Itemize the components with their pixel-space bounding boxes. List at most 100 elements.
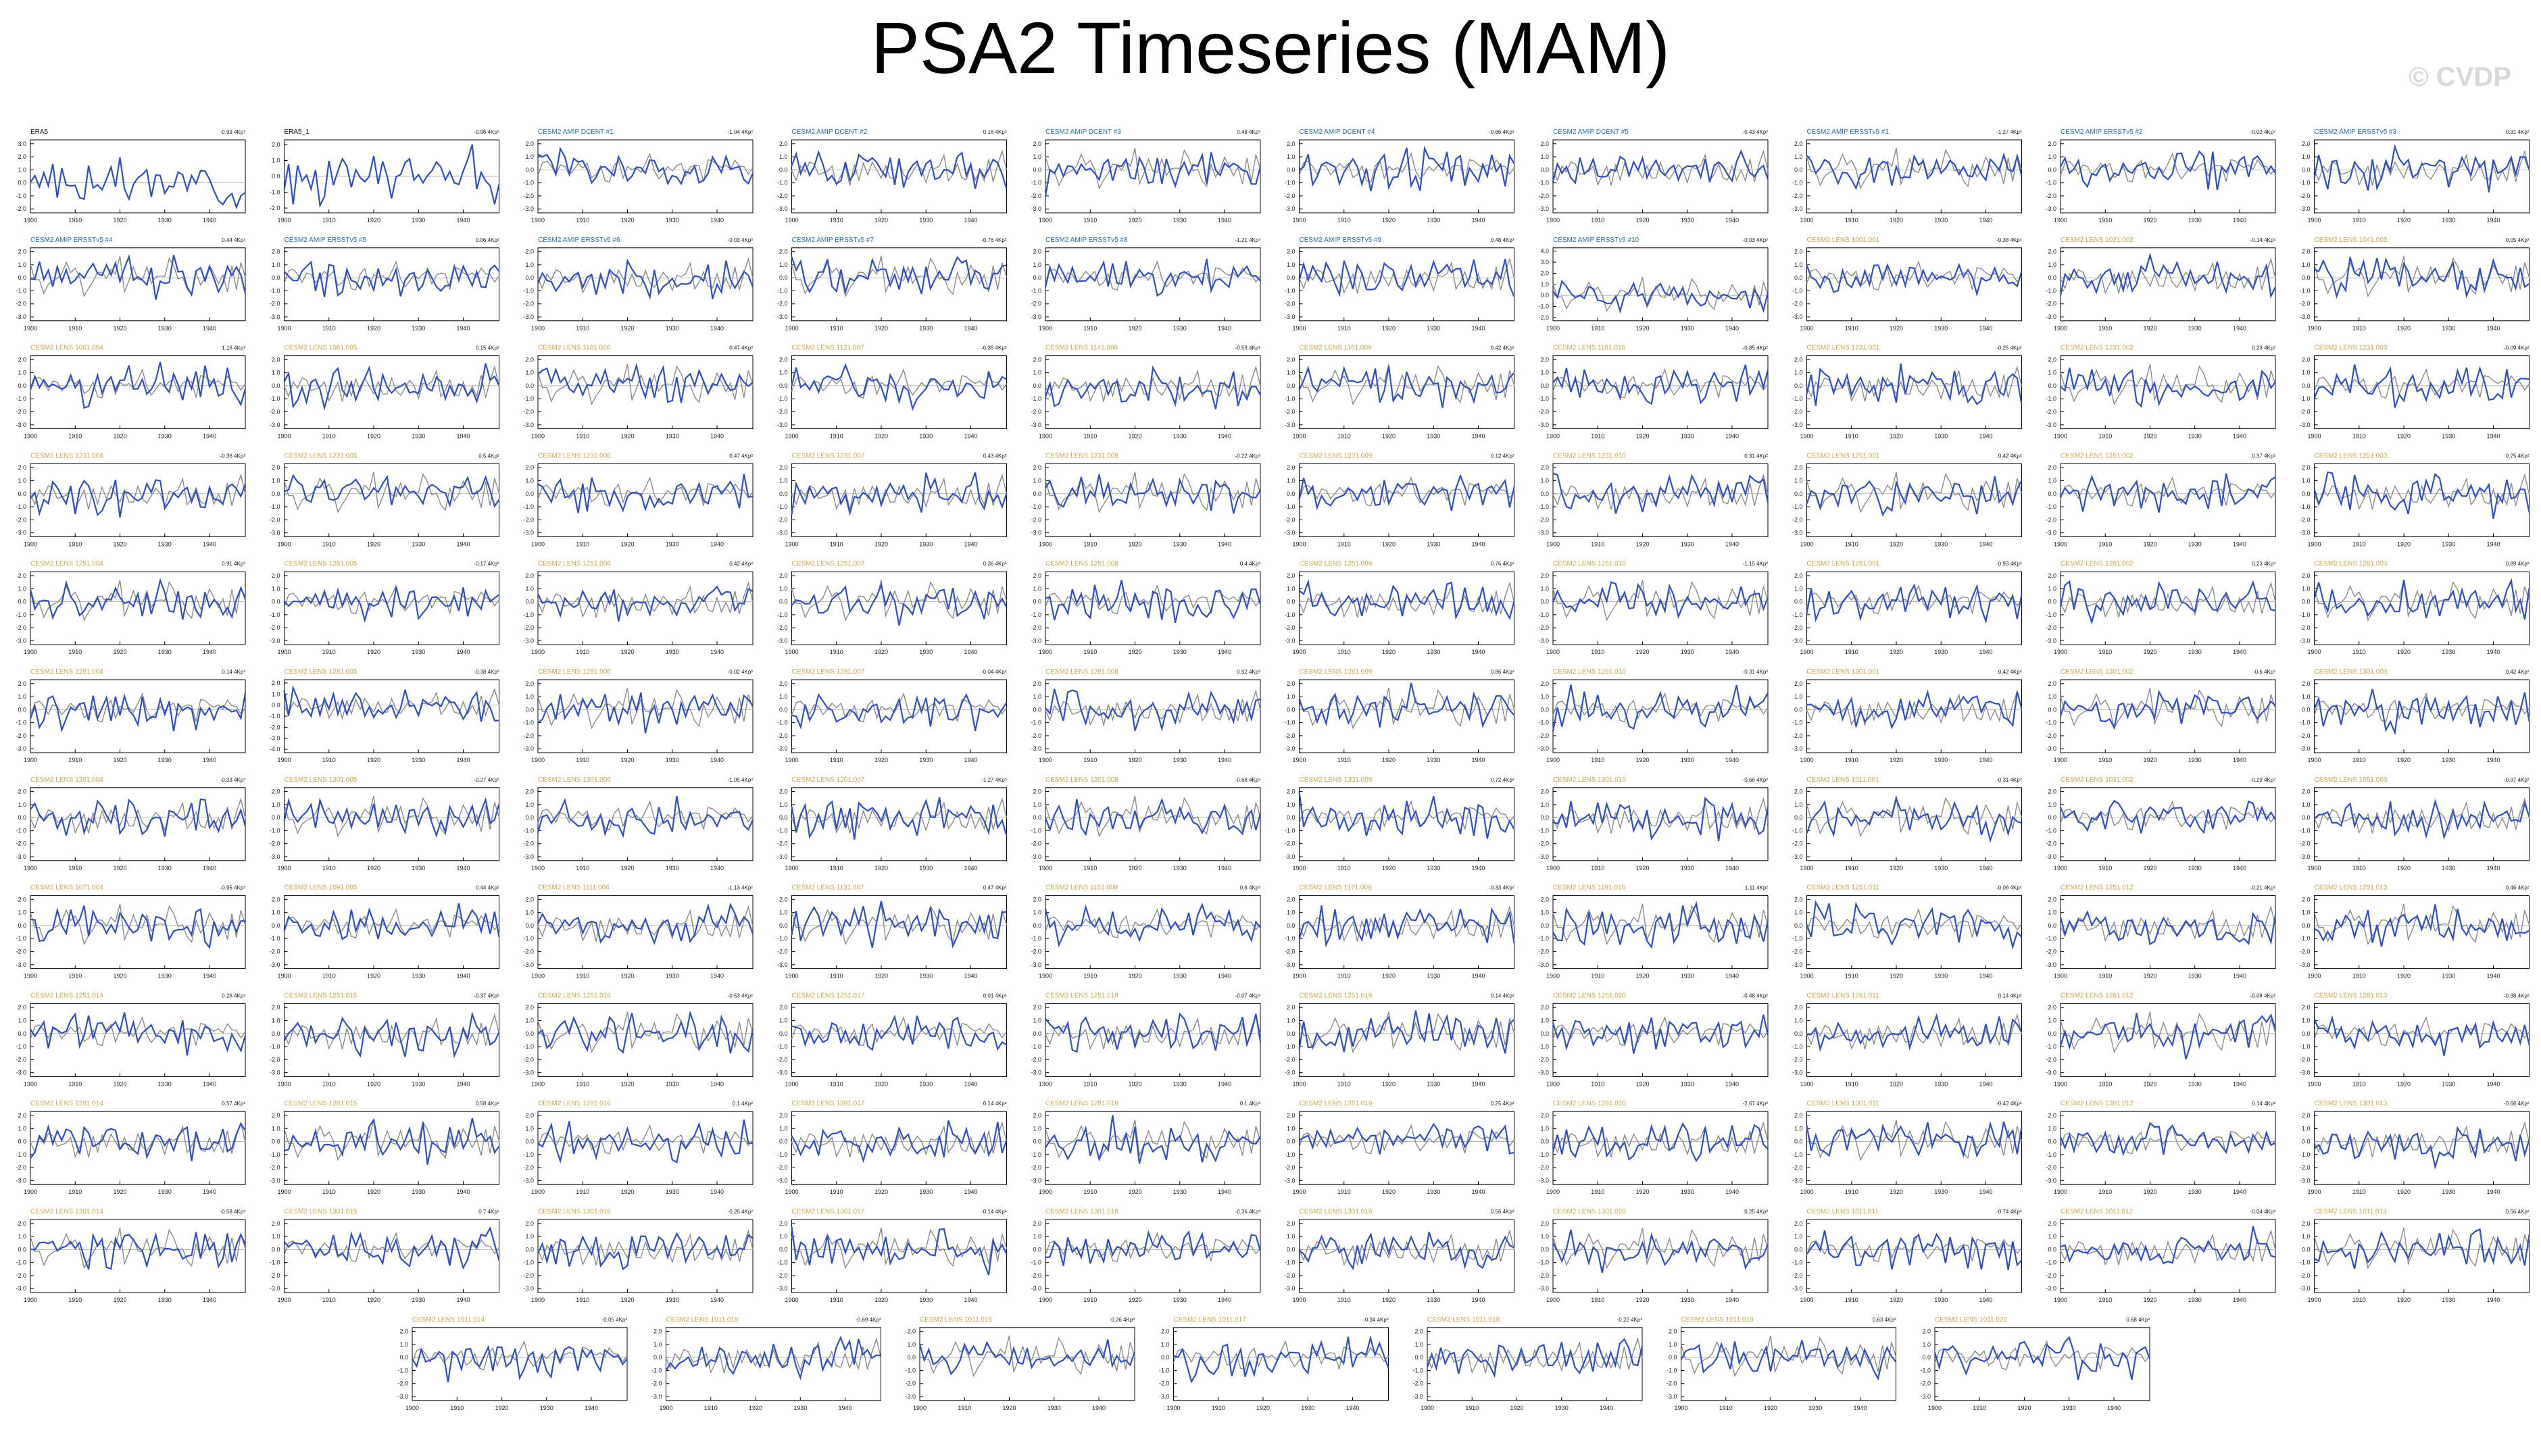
panel: CESM2 LENS 1281.014 0.57 4Kp²2.01.00.0-1.…	[16, 1100, 246, 1195]
x-tick-label: 1930	[412, 865, 425, 872]
x-tick-label: 1930	[1047, 1405, 1061, 1411]
y-tick-label: 2.0	[18, 1220, 26, 1227]
y-tick-label: -2.0	[777, 409, 788, 416]
y-tick-label: -1.0	[2300, 611, 2311, 618]
x-tick-label: 1910	[1083, 757, 1097, 763]
y-tick-label: -2.0	[1538, 1056, 1549, 1063]
y-tick-label: -2.0	[16, 840, 26, 847]
x-tick-label: 1910	[1337, 649, 1351, 655]
y-tick-label: 1.0	[1287, 153, 1296, 160]
panel-label: CESM2 LENS 1251.017	[792, 992, 865, 999]
y-tick-label: 0.0	[779, 274, 788, 281]
panel-label: CESM2 LENS 1301.012	[2061, 1100, 2133, 1107]
y-tick-label: 1.0	[779, 801, 788, 808]
y-tick-label: 2.0	[272, 572, 280, 579]
x-tick-label: 1910	[68, 433, 82, 440]
ensemble-mean-line	[1552, 797, 1769, 834]
x-tick-label: 1940	[964, 1297, 977, 1303]
x-tick-label: 1900	[1546, 325, 1560, 332]
x-tick-label: 1920	[495, 1405, 508, 1411]
panel-label: CESM2 LENS 1011.016	[920, 1316, 993, 1324]
x-tick-label: 1930	[158, 1188, 172, 1195]
y-tick-label: 1.0	[18, 1125, 26, 1132]
panel-label: CESM2 LENS 1281.004	[30, 668, 103, 676]
x-tick-label: 1940	[1346, 1405, 1359, 1411]
panel-frame	[30, 895, 246, 970]
timeseries-line	[1045, 1115, 1261, 1164]
y-tick-label: -3.0	[1538, 961, 1549, 968]
panel-frame	[1299, 895, 1514, 970]
x-tick-label: 1940	[1471, 973, 1485, 980]
x-tick-label: 1940	[2107, 1405, 2121, 1411]
y-tick-label: 2.0	[1287, 896, 1296, 903]
panel-value: 0.25 4Kp²	[1491, 1101, 1514, 1107]
y-tick-label: 1.0	[525, 909, 534, 916]
x-tick-label: 1940	[1979, 541, 1992, 547]
y-tick-label: 2.0	[18, 249, 26, 255]
ensemble-mean-line	[2313, 473, 2530, 510]
panel-frame	[2314, 355, 2530, 430]
y-tick-label: -2.0	[1031, 516, 1041, 523]
panel-label: CESM2 AMIP ERSSTv5 #5	[285, 236, 367, 244]
y-tick-label: 2.0	[1033, 572, 1041, 579]
y-tick-label: -3.0	[1285, 637, 1296, 644]
y-tick-label: -2.0	[2046, 949, 2056, 955]
panel-label: CESM2 LENS 1301.017	[792, 1208, 865, 1215]
y-tick-label: -2.0	[2300, 193, 2311, 199]
panel-frame	[284, 895, 499, 970]
y-tick-label: -3.0	[1285, 745, 1296, 752]
panel-frame	[284, 1219, 499, 1293]
panel-label: CESM2 LENS 1011.019	[1681, 1316, 1754, 1324]
panel-label: CESM2 LENS 1081.005	[285, 345, 357, 352]
x-tick-label: 1900	[1800, 973, 1813, 980]
panel-value: -0.03 4Kp²	[728, 237, 754, 243]
y-tick-label: -1.0	[16, 193, 26, 199]
x-tick-label: 1920	[1128, 541, 1141, 547]
y-tick-label: -3.0	[2300, 745, 2311, 752]
y-tick-label: -1.0	[1792, 287, 1803, 294]
x-tick-label: 1900	[1800, 217, 1813, 224]
y-tick-label: 1.0	[779, 370, 788, 376]
panel-label: CESM2 AMIP ERSSTv5 #9	[1300, 236, 1382, 244]
panel-label: CESM2 LENS 1281.016	[538, 1100, 611, 1107]
y-tick-label: -3.0	[270, 637, 280, 644]
ensemble-mean-line	[1045, 1013, 1261, 1050]
x-tick-label: 1900	[277, 217, 291, 224]
x-tick-label: 1900	[24, 541, 37, 547]
x-tick-label: 1910	[830, 649, 843, 655]
y-tick-label: 1.0	[2048, 1125, 2056, 1132]
y-tick-label: 0.0	[2302, 922, 2311, 929]
panel-value: -0.68 4Kp²	[1743, 777, 1769, 783]
y-tick-label: -2.0	[1285, 193, 1296, 199]
y-tick-label: -2.0	[1538, 516, 1549, 523]
y-tick-label: 2.0	[1033, 356, 1041, 363]
timeseries-line	[284, 1118, 500, 1165]
x-tick-label: 1900	[1800, 541, 1813, 547]
panel-label: CESM2 LENS 1121.007	[792, 345, 865, 352]
timeseries-line	[791, 472, 1008, 516]
x-tick-label: 1940	[1471, 1188, 1485, 1195]
panel-label: CESM2 LENS 1281.011	[1807, 992, 1880, 999]
x-tick-label: 1940	[1471, 757, 1485, 763]
panel-frame	[791, 1219, 1007, 1293]
y-tick-label: 0.0	[2048, 491, 2056, 497]
y-tick-label: 1.0	[779, 477, 788, 484]
x-tick-label: 1910	[2098, 865, 2112, 872]
x-tick-label: 1910	[1845, 433, 1858, 440]
y-tick-label: -2.0	[1667, 1380, 1677, 1387]
y-tick-label: 1.0	[399, 1341, 408, 1348]
y-tick-label: 2.0	[2302, 1220, 2311, 1227]
y-tick-label: 0.0	[18, 706, 26, 713]
x-tick-label: 1900	[1546, 1188, 1560, 1195]
x-tick-label: 1940	[203, 649, 216, 655]
y-tick-label: -1.0	[2046, 935, 2056, 942]
y-tick-label: 2.0	[2048, 680, 2056, 687]
y-tick-label: 1.0	[2302, 693, 2311, 700]
y-tick-label: -2.0	[1792, 840, 1803, 847]
y-tick-label: 0.0	[2302, 1138, 2311, 1145]
y-tick-label: -2.0	[1792, 1272, 1803, 1279]
x-tick-label: 1930	[919, 1297, 933, 1303]
y-tick-label: -2.0	[1031, 949, 1041, 955]
y-tick-label: -3.0	[1285, 853, 1296, 860]
timeseries-line	[1552, 684, 1769, 732]
